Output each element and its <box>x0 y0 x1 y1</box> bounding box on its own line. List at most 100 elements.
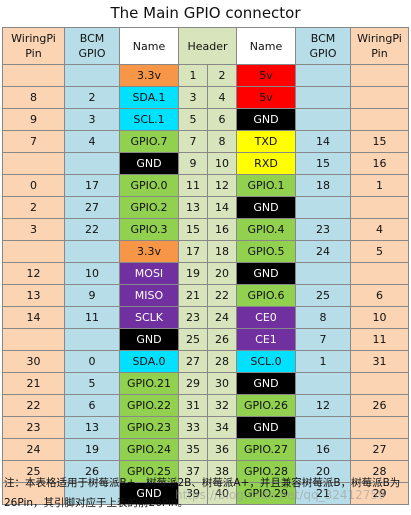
header-pin-odd: 15 <box>178 218 208 241</box>
pin-name-right: GPIO.28 <box>236 460 296 483</box>
table-row: 2 27 GPIO.2 13 14 GND <box>2 196 409 219</box>
wiringpi-pin-right: 26 <box>350 394 409 417</box>
header-pin-even: 40 <box>207 482 237 505</box>
bcm-gpio-right: 23 <box>295 218 351 241</box>
table-row: 21 5 GPIO.21 29 30 GND <box>2 372 409 395</box>
pin-name-left: GND <box>119 482 179 505</box>
bcm-gpio-right: 20 <box>295 460 351 483</box>
wiringpi-pin-right: 29 <box>350 482 409 505</box>
header-pin-odd: 19 <box>178 262 208 285</box>
header-header: Header <box>178 27 237 65</box>
table-row: 24 19 GPIO.24 35 36 GPIO.27 16 27 <box>2 438 409 461</box>
bcm-gpio-left: 17 <box>64 174 120 197</box>
header-bcm-right: BCM GPIO <box>295 27 351 65</box>
bcm-gpio-left: 5 <box>64 372 120 395</box>
pin-name-right: 5v <box>236 64 296 87</box>
pin-name-left: SDA.0 <box>119 350 179 373</box>
header-pin-even: 18 <box>207 240 237 263</box>
header-pin-odd: 9 <box>178 152 208 175</box>
bcm-gpio-right: 1 <box>295 350 351 373</box>
pin-name-left: GPIO.2 <box>119 196 179 219</box>
wiringpi-pin-right: 11 <box>350 328 409 351</box>
wiringpi-pin-left: 21 <box>2 372 65 395</box>
table-row: 12 10 MOSI 19 20 GND <box>2 262 409 285</box>
header-pin-even: 4 <box>207 86 237 109</box>
header-pin-odd: 13 <box>178 196 208 219</box>
header-pin-odd: 27 <box>178 350 208 373</box>
watermark: https://blog.csdn.net/qq_32412759 <box>175 488 386 502</box>
pin-name-left: GPIO.22 <box>119 394 179 417</box>
pin-name-left: GND <box>119 328 179 351</box>
table-row: 25 26 GPIO.25 37 38 GPIO.28 20 28 <box>2 460 409 483</box>
header-pin-even: 14 <box>207 196 237 219</box>
bcm-gpio-right <box>295 86 351 109</box>
header-pin-even: 20 <box>207 262 237 285</box>
header-pin-even: 36 <box>207 438 237 461</box>
pin-name-left: SDA.1 <box>119 86 179 109</box>
header-pin-even: 22 <box>207 284 237 307</box>
table-row: GND 9 10 RXD 15 16 <box>2 152 409 175</box>
header-pin-even: 30 <box>207 372 237 395</box>
header-name-right: Name <box>236 27 296 65</box>
pin-name-left: MISO <box>119 284 179 307</box>
header-pin-odd: 1 <box>178 64 208 87</box>
wiringpi-pin-left <box>2 328 65 351</box>
header-pin-even: 6 <box>207 108 237 131</box>
wiringpi-pin-left: 13 <box>2 284 65 307</box>
bcm-gpio-right: 7 <box>295 328 351 351</box>
wiringpi-pin-left: 0 <box>2 174 65 197</box>
pin-name-right: RXD <box>236 152 296 175</box>
header-pin-even: 12 <box>207 174 237 197</box>
pin-name-right: 5v <box>236 86 296 109</box>
wiringpi-pin-right <box>350 108 409 131</box>
wiringpi-pin-left <box>2 482 65 505</box>
pin-name-left: GPIO.21 <box>119 372 179 395</box>
header-pin-even: 2 <box>207 64 237 87</box>
header-wiringpi-left: WiringPi Pin <box>2 27 65 65</box>
table-row: 14 11 SCLK 23 24 CE0 8 10 <box>2 306 409 329</box>
table-body: 3.3v 1 2 5v 8 2 SDA.1 3 4 5v 9 3 SCL.1 5 6 GND 7 4 GPIO.7 7… <box>2 64 409 505</box>
pin-name-right: GPIO.27 <box>236 438 296 461</box>
pin-name-right: GND <box>236 416 296 439</box>
bcm-gpio-left: 26 <box>64 460 120 483</box>
pin-name-right: GND <box>236 372 296 395</box>
wiringpi-pin-left: 25 <box>2 460 65 483</box>
wiringpi-pin-left: 23 <box>2 416 65 439</box>
bcm-gpio-left <box>64 240 120 263</box>
table-row: GND 25 26 CE1 7 11 <box>2 328 409 351</box>
bcm-gpio-right: 15 <box>295 152 351 175</box>
wiringpi-pin-right <box>350 86 409 109</box>
wiringpi-pin-left <box>2 64 65 87</box>
bcm-gpio-left <box>64 152 120 175</box>
pin-name-right: SCL.0 <box>236 350 296 373</box>
bcm-gpio-left: 27 <box>64 196 120 219</box>
bcm-gpio-right: 8 <box>295 306 351 329</box>
wiringpi-pin-right: 16 <box>350 152 409 175</box>
bcm-gpio-right: 14 <box>295 130 351 153</box>
pin-name-left: GPIO.3 <box>119 218 179 241</box>
pin-name-left: GND <box>119 152 179 175</box>
wiringpi-pin-left: 12 <box>2 262 65 285</box>
pin-name-left: SCLK <box>119 306 179 329</box>
table-row: 30 0 SDA.0 27 28 SCL.0 1 31 <box>2 350 409 373</box>
pin-name-right: TXD <box>236 130 296 153</box>
header-pin-odd: 35 <box>178 438 208 461</box>
header-pin-even: 34 <box>207 416 237 439</box>
pin-name-left: GPIO.0 <box>119 174 179 197</box>
table-row: 7 4 GPIO.7 7 8 TXD 14 15 <box>2 130 409 153</box>
bcm-gpio-right: 25 <box>295 284 351 307</box>
bcm-gpio-right <box>295 64 351 87</box>
table-row: 3.3v 1 2 5v <box>2 64 409 87</box>
bcm-gpio-right <box>295 196 351 219</box>
page-title: The Main GPIO connector <box>110 4 301 22</box>
bcm-gpio-right: 24 <box>295 240 351 263</box>
pin-name-right: GND <box>236 108 296 131</box>
pin-name-right: GPIO.1 <box>236 174 296 197</box>
header-pin-odd: 5 <box>178 108 208 131</box>
bcm-gpio-right <box>295 416 351 439</box>
table-row: 3.3v 17 18 GPIO.5 24 5 <box>2 240 409 263</box>
bcm-gpio-right: 12 <box>295 394 351 417</box>
pin-name-left: 3.3v <box>119 240 179 263</box>
pin-name-right: GPIO.5 <box>236 240 296 263</box>
wiringpi-pin-right: 10 <box>350 306 409 329</box>
